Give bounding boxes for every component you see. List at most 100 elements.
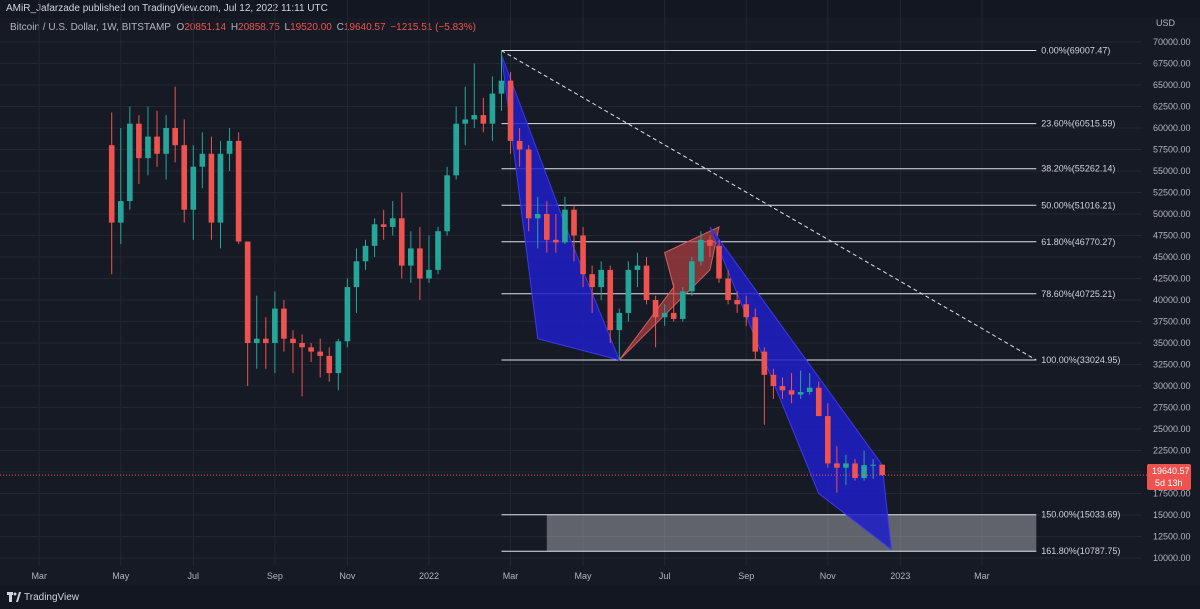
candle-body (117, 201, 124, 223)
fib-level-label: 38.20%(55262.14) (1041, 164, 1115, 174)
x-tick-label: 2023 (890, 571, 910, 581)
candle-body (580, 235, 586, 275)
candle-body (217, 153, 224, 223)
x-tick-label: May (575, 571, 593, 581)
fib-level-label: 61.80%(46770.27) (1041, 237, 1115, 247)
candle-body (734, 300, 740, 305)
candle-body (806, 387, 813, 393)
candle-body (689, 261, 695, 292)
x-tick-label: Sep (267, 571, 283, 581)
down-arrow (500, 54, 621, 361)
candle-body (797, 392, 804, 395)
candle-body (879, 464, 886, 476)
footer-brand: TradingView (24, 592, 80, 603)
change-value: −1215.51 (−5.83%) (390, 22, 476, 33)
candle-body (199, 153, 206, 167)
candle-body (108, 145, 115, 223)
candle-body (489, 93, 496, 124)
candle-body (571, 209, 577, 236)
candle-body (498, 80, 505, 94)
high-value: 20858.75 (238, 22, 280, 33)
y-tick-label: 42500.00 (1153, 274, 1191, 284)
low-value: 19520.00 (290, 22, 332, 33)
y-tick-label: 50000.00 (1153, 209, 1191, 219)
candle-body (408, 248, 414, 266)
candle-body (380, 224, 387, 227)
price-chart[interactable]: 0.00%(69007.47) 23.60%(60515.59) 38.20%(55… (0, 0, 1200, 586)
candle-body (444, 175, 450, 232)
candles (108, 50, 886, 493)
candle-body (326, 355, 333, 374)
candle-body (362, 245, 369, 262)
candle-body (127, 123, 133, 202)
candle-body (525, 149, 532, 219)
y-axis: 10000.0012500.0015000.0017500.0020000.00… (1153, 37, 1191, 563)
candle-body (226, 140, 233, 154)
publisher-text: AMiR_Jafarzade published on TradingView.… (6, 3, 328, 14)
target-zone-rect (546, 514, 1037, 552)
y-tick-label: 55000.00 (1153, 166, 1191, 176)
candle-body (244, 241, 251, 343)
candle-body (516, 140, 523, 150)
candle-body (870, 464, 876, 466)
candle-body (716, 245, 722, 279)
symbol-legend: Bitcoin / U.S. Dollar, 1W, BITSTAMP O208… (10, 22, 478, 33)
x-tick-label: Nov (339, 571, 356, 581)
candle-body (834, 463, 840, 468)
candle-body (181, 145, 188, 210)
candle-body (453, 123, 459, 176)
x-tick-label: Jul (188, 571, 200, 581)
y-tick-label: 67500.00 (1153, 59, 1191, 69)
candle-body (761, 351, 768, 375)
candle-body (553, 239, 559, 243)
candle-body (698, 239, 704, 262)
candle-body (788, 390, 795, 395)
fib-level-label: 78.60%(40725.21) (1041, 289, 1115, 299)
candle-body (262, 338, 269, 343)
x-tick-label: Nov (820, 571, 837, 581)
x-tick-label: Mar (503, 571, 519, 581)
candle-body (163, 128, 169, 154)
x-tick-label: 2022 (419, 571, 439, 581)
candle-body (344, 287, 351, 342)
footer-bar: TradingView (0, 586, 1200, 609)
candle-body (398, 218, 405, 266)
candle-body (779, 386, 786, 391)
candle-body (616, 312, 623, 331)
candle-body (861, 465, 867, 479)
close-value: 19640.57 (343, 22, 386, 33)
candle-body (562, 209, 568, 243)
y-tick-label: 30000.00 (1153, 381, 1191, 391)
y-tick-label: 45000.00 (1153, 252, 1191, 262)
candle-body (235, 140, 242, 242)
candle-body (507, 80, 514, 141)
price-tag-bg (1147, 464, 1191, 490)
symbol-name[interactable]: Bitcoin / U.S. Dollar, 1W, BITSTAMP (10, 22, 171, 33)
fib-level-label: 100.00%(33024.95) (1041, 355, 1120, 365)
candle-body (752, 317, 759, 352)
candle-body (172, 128, 178, 146)
open-value: 20851.14 (184, 22, 227, 33)
candle-body (852, 463, 858, 479)
candle-body (317, 351, 324, 356)
y-tick-label: 10000.00 (1153, 553, 1191, 563)
y-tick-label: 62500.00 (1153, 102, 1191, 112)
candle-body (281, 308, 287, 339)
y-tick-label: 35000.00 (1153, 338, 1191, 348)
candle-body (462, 119, 469, 124)
y-tick-label: 57500.00 (1153, 145, 1191, 155)
candle-body (707, 239, 713, 246)
dashed-trend-line (501, 50, 1037, 361)
x-axis: Mar May Jul Sep Nov 2022 Mar May Jul Sep Nov 2023 Ma… (31, 571, 989, 581)
candle-body (743, 304, 750, 318)
candle-body (417, 248, 423, 279)
candle-body (480, 115, 487, 124)
close-label: C (336, 22, 344, 33)
candle-body (335, 341, 342, 374)
fib-level-label: 0.00%(69007.47) (1041, 46, 1110, 56)
tradingview-logo-icon (7, 592, 21, 602)
y-tick-label: 32500.00 (1153, 360, 1191, 370)
candle-body (272, 308, 278, 343)
candle-body (426, 269, 432, 279)
fib-level-label: 161.80%(10787.75) (1041, 546, 1120, 556)
